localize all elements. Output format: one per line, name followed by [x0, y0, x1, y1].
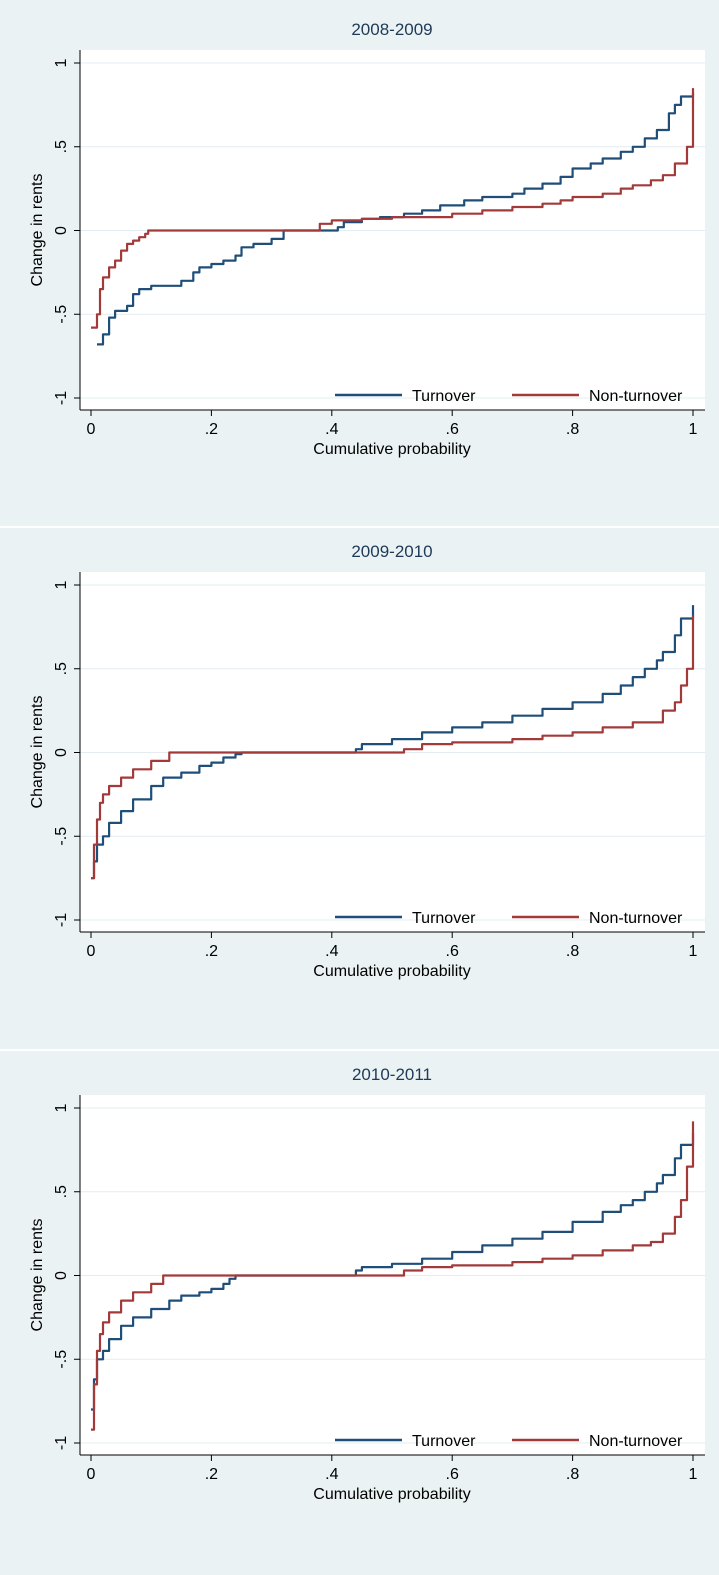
x-tick-label: 1	[689, 421, 698, 438]
y-axis-label: Change in rents	[29, 1219, 46, 1332]
series-line-turnover	[97, 93, 695, 346]
x-tick-label: 1	[689, 943, 698, 960]
series-line-non-turnover	[91, 88, 695, 329]
x-axis-label: Cumulative probability	[313, 441, 470, 458]
y-tick-label: -1	[53, 913, 70, 927]
legend-label-non-turnover: Non-turnover	[589, 388, 683, 405]
legend-label-turnover: Turnover	[412, 388, 476, 405]
x-tick-label: .4	[325, 421, 338, 438]
chart-panel-1: 2008-2009 -1 -.5 0 .5 1 0 .2 .4 .6 .8 1 Cumulative p…	[29, 20, 705, 458]
y-tick-label: 0	[53, 748, 70, 757]
legend-label-non-turnover: Non-turnover	[589, 1433, 683, 1450]
y-axis-label: Change in rents	[29, 174, 46, 287]
x-tick-label: 1	[689, 1466, 698, 1483]
y-tick-label: .5	[53, 662, 70, 675]
legend-label-turnover: Turnover	[412, 910, 476, 927]
x-tick-label: .6	[446, 421, 459, 438]
y-tick-label: .5	[53, 140, 70, 153]
x-tick-label: .4	[325, 943, 338, 960]
x-tick-label: 0	[87, 421, 96, 438]
y-tick-label: 1	[53, 580, 70, 589]
y-tick-label: -.5	[53, 827, 70, 846]
y-tick-label: -.5	[53, 305, 70, 324]
x-tick-label: .8	[566, 943, 579, 960]
legend-label-non-turnover: Non-turnover	[589, 910, 683, 927]
series-line-turnover	[91, 605, 695, 880]
x-axis-label: Cumulative probability	[313, 963, 470, 980]
chart-title: 2008-2009	[351, 20, 432, 39]
x-axis-label: Cumulative probability	[313, 1486, 470, 1503]
chart-title: 2010-2011	[352, 1065, 432, 1084]
x-tick-label: .8	[566, 421, 579, 438]
y-tick-label: .5	[53, 1185, 70, 1198]
x-tick-label: .6	[446, 943, 459, 960]
x-tick-label: .2	[205, 943, 218, 960]
legend-label-turnover: Turnover	[412, 1433, 476, 1450]
y-tick-label: 0	[53, 226, 70, 235]
series-line-non-turnover	[91, 615, 695, 880]
y-tick-label: 1	[53, 58, 70, 67]
series-line-turnover	[91, 1133, 695, 1411]
x-tick-label: .2	[205, 1466, 218, 1483]
x-tick-label: 0	[87, 943, 96, 960]
x-tick-label: .6	[446, 1466, 459, 1483]
y-tick-label: 1	[53, 1103, 70, 1112]
x-tick-label: .4	[325, 1466, 338, 1483]
chart-title: 2009-2010	[351, 542, 432, 561]
chart-panel-3: 2010-2011 -1 -.5 0 .5 1 0 .2 .4 .6 .8 1 Cumulative p…	[29, 1065, 705, 1503]
x-tick-label: .2	[205, 421, 218, 438]
x-tick-label: 0	[87, 1466, 96, 1483]
y-tick-label: -.5	[53, 1350, 70, 1369]
x-tick-label: .8	[566, 1466, 579, 1483]
y-tick-label: -1	[53, 1436, 70, 1450]
y-axis-label: Change in rents	[29, 696, 46, 809]
y-tick-label: 0	[53, 1271, 70, 1280]
chart-panel-2: 2009-2010 -1 -.5 0 .5 1 0 .2 .4 .6 .8 1 Cumulative p…	[29, 542, 705, 980]
series-line-non-turnover	[91, 1121, 695, 1431]
y-tick-label: -1	[53, 391, 70, 405]
